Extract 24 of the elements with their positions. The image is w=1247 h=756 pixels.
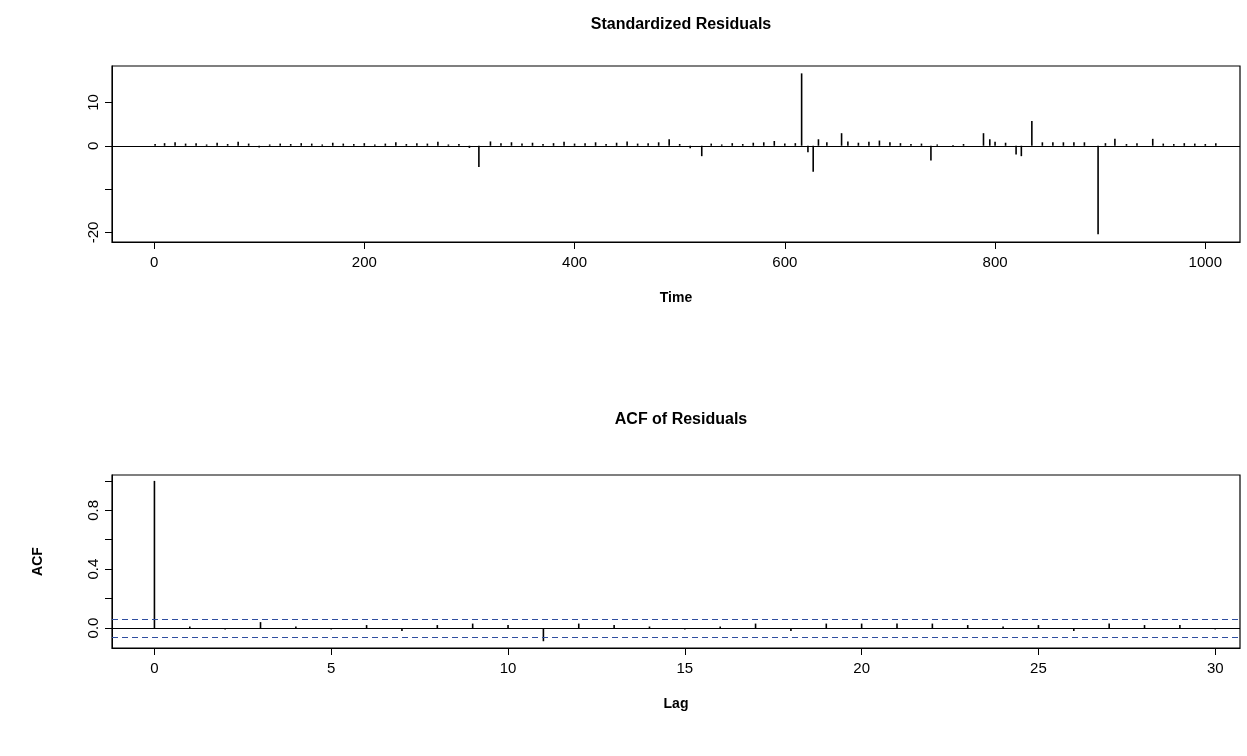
chart-title: ACF of Residuals (614, 409, 748, 427)
x-tick-label: 200 (351, 253, 377, 270)
x-tick-label: 400 (562, 253, 588, 270)
x-axis-title: Time (659, 289, 693, 305)
chart-title: Standardized Residuals (590, 14, 772, 32)
y-tick-label: 0 (84, 141, 101, 150)
x-tick-label: 15 (676, 659, 694, 676)
x-tick-label: 800 (982, 253, 1008, 270)
y-tick-label: -20 (84, 221, 101, 244)
x-tick-label: 0 (150, 659, 159, 676)
y-tick-label: 10 (84, 94, 101, 111)
y-tick-label: 0.8 (84, 499, 101, 521)
y-axis-title: ACF (29, 546, 45, 576)
x-tick-label: 20 (853, 659, 870, 676)
x-tick-label: 0 (149, 253, 159, 270)
y-tick-label: 0.4 (84, 558, 101, 580)
x-tick-label: 1000 (1188, 253, 1222, 270)
text: 0.0 (84, 617, 101, 639)
x-axis-title: Lag (663, 695, 689, 711)
x-tick-label: 600 (772, 253, 798, 270)
x-tick-label: 10 (499, 659, 517, 676)
x-tick-label: 25 (1030, 659, 1047, 676)
x-tick-label: 5 (327, 659, 336, 676)
x-tick-label: 30 (1206, 659, 1224, 676)
